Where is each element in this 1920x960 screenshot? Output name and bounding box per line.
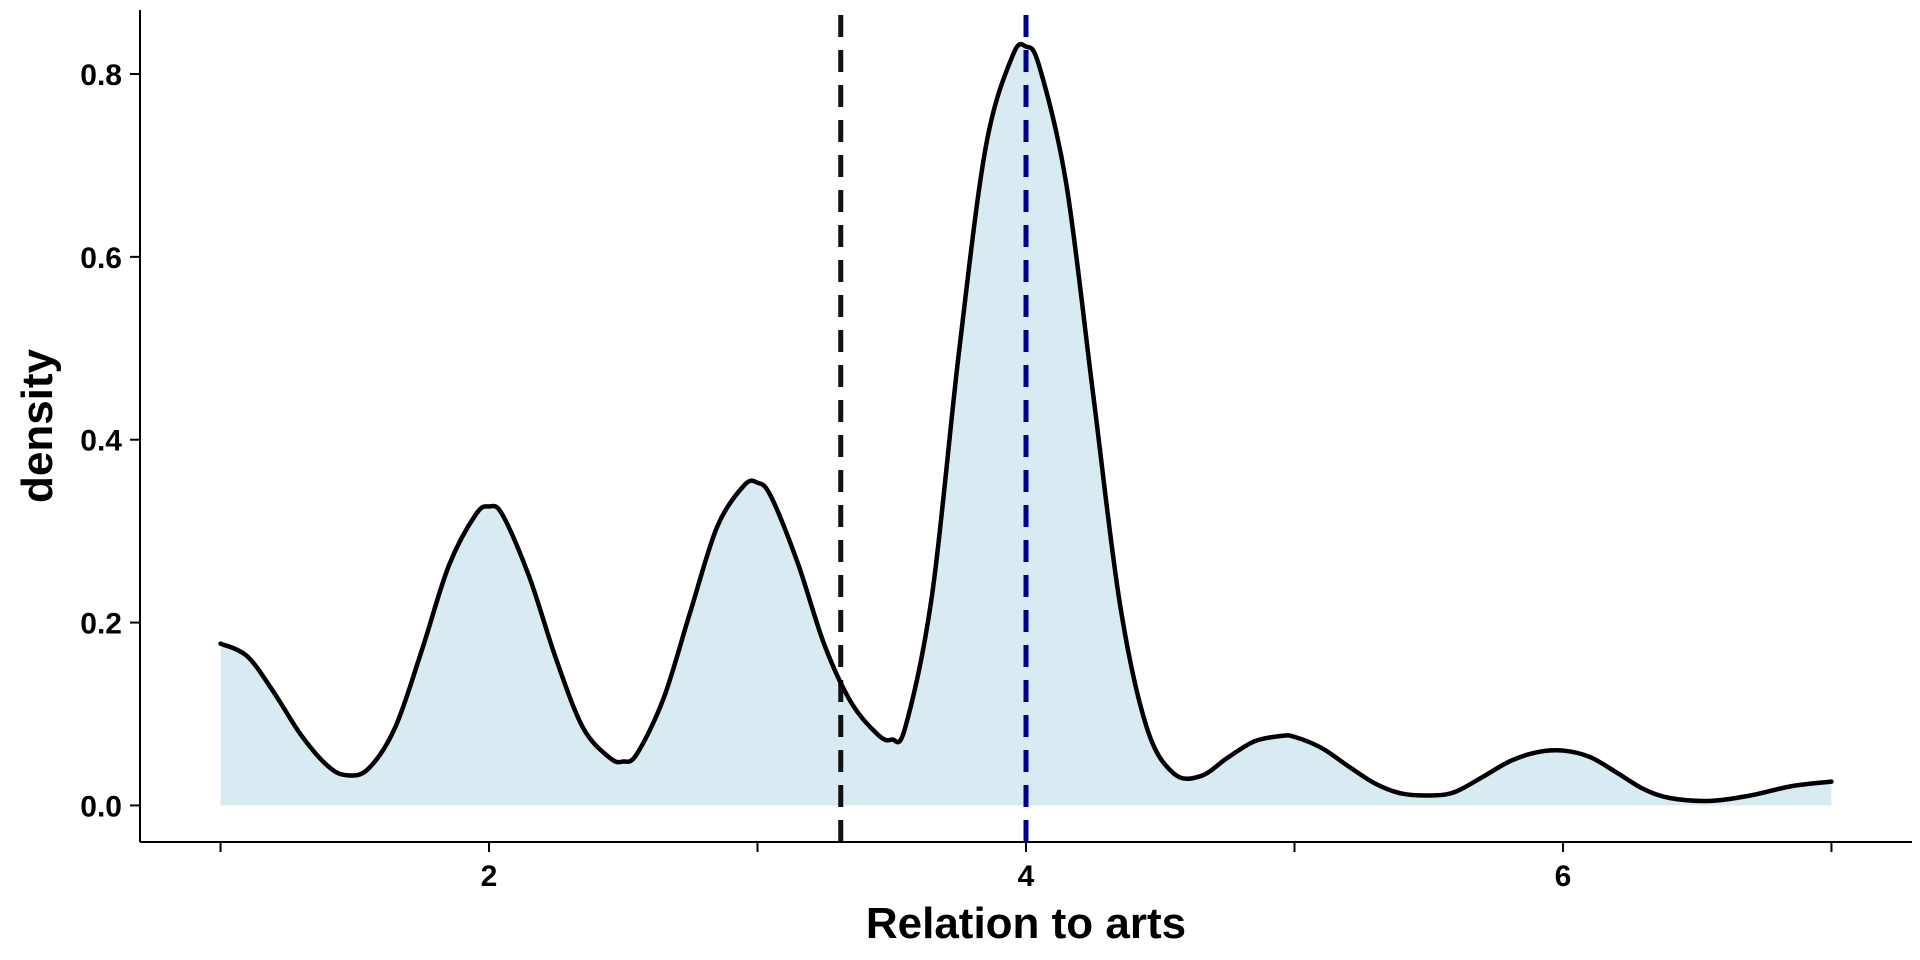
x-tick-label: 4 bbox=[1018, 860, 1035, 893]
x-tick-label: 2 bbox=[481, 860, 498, 893]
y-axis-ticks: 0.0 0.2 0.4 0.6 0.8 bbox=[80, 59, 140, 823]
x-tick-label: 6 bbox=[1555, 860, 1572, 893]
y-tick-label: 0.6 bbox=[80, 242, 122, 275]
y-tick-label: 0.8 bbox=[80, 59, 122, 92]
y-axis-title: density bbox=[13, 348, 62, 503]
y-tick-label: 0.0 bbox=[80, 790, 122, 823]
y-tick-label: 0.4 bbox=[80, 425, 122, 458]
y-tick-label: 0.2 bbox=[80, 608, 122, 641]
x-axis-title: Relation to arts bbox=[866, 899, 1186, 948]
x-axis-ticks: 2 4 6 bbox=[221, 842, 1832, 893]
